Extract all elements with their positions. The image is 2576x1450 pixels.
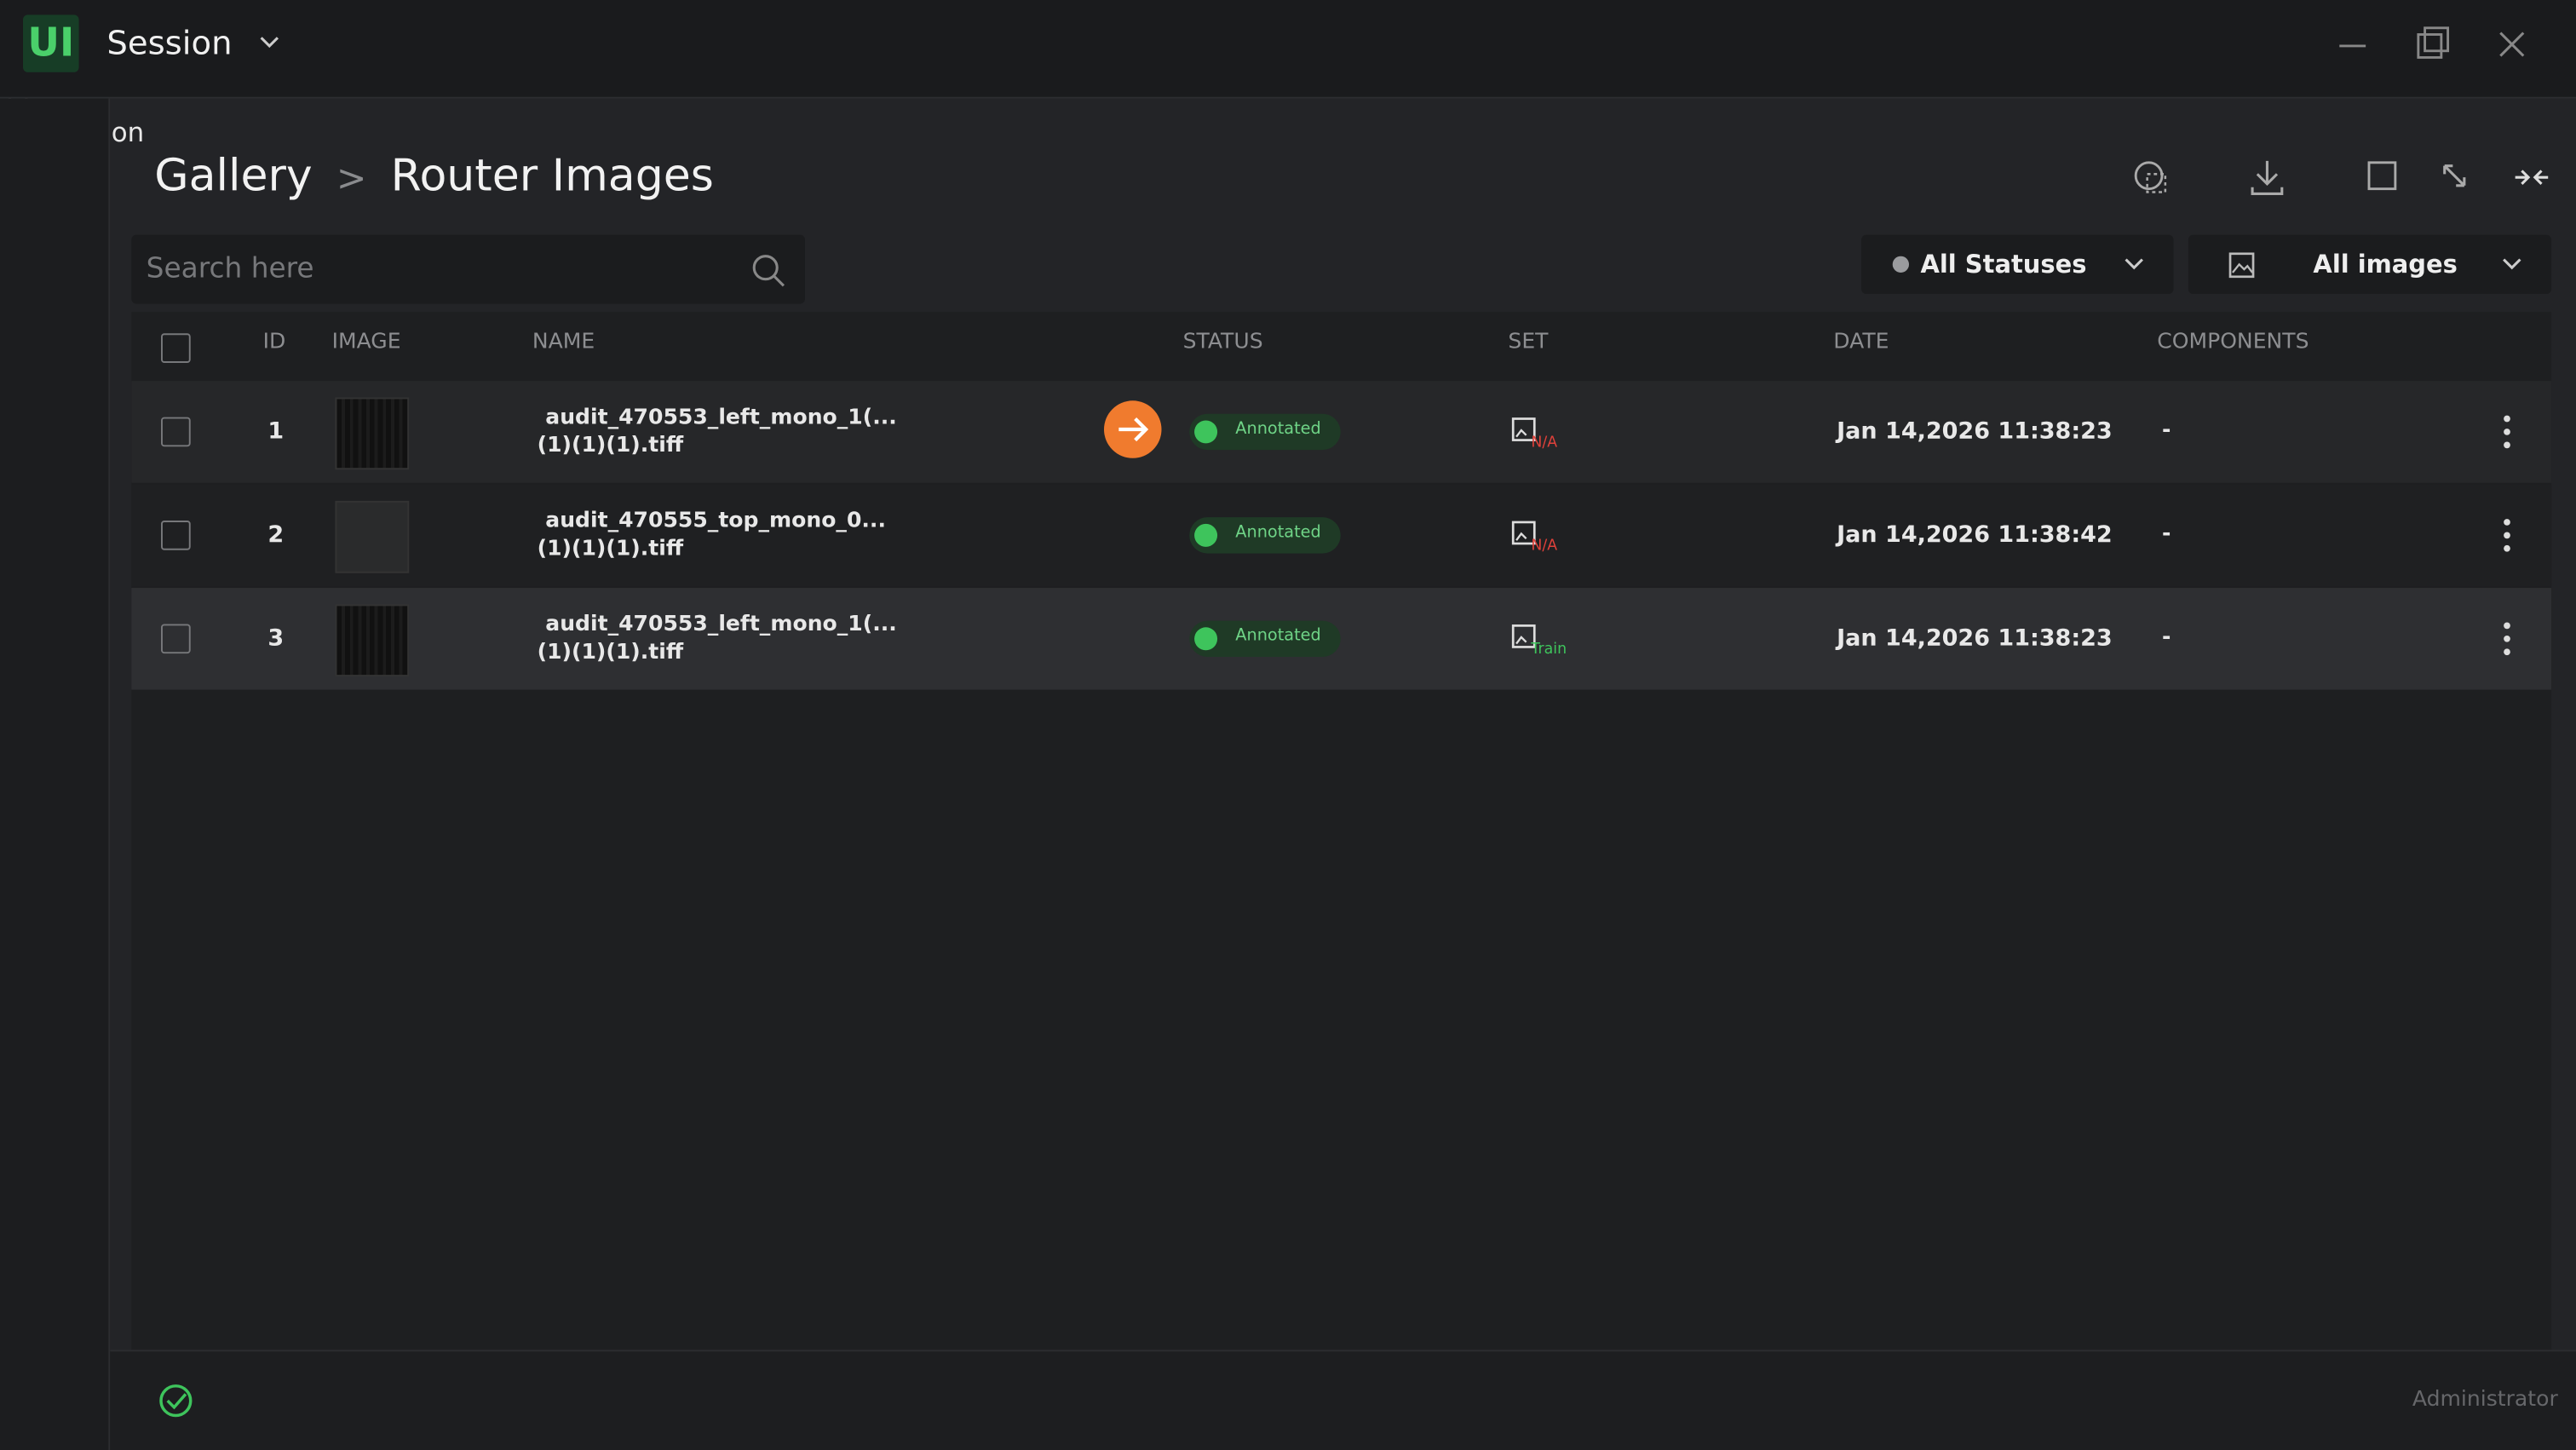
set-icon (1511, 417, 1538, 451)
session-dropdown[interactable] (258, 33, 281, 53)
search-icon[interactable] (750, 253, 786, 289)
row-menu[interactable] (2494, 621, 2521, 664)
components: - (2161, 625, 2171, 651)
column-header: ID (262, 330, 286, 355)
status-ok-icon (159, 1384, 193, 1418)
row-menu[interactable] (2494, 517, 2521, 560)
image-name[interactable]: audit_470555_top_mono_0... (1)(1)(1).tiff (538, 508, 886, 564)
row-id: 3 (267, 625, 285, 653)
row-checkbox[interactable] (160, 417, 191, 447)
breadcrumb: Gallery > Router Images (154, 151, 714, 202)
title-bar (0, 0, 2576, 99)
status-filter[interactable]: All Statuses (1861, 234, 2174, 295)
search-placeholder: Search here (146, 252, 314, 286)
search-box[interactable]: Search here (131, 234, 805, 304)
image-name-line: audit_470553_left_mono_1(... (545, 406, 897, 431)
row-id: 1 (267, 418, 285, 446)
column-header: NAME (532, 330, 595, 355)
image-filter-label: All images (2313, 249, 2458, 279)
row-id: 2 (267, 521, 285, 549)
set-label: N/A (1531, 538, 1558, 555)
status-text: Annotated (1235, 627, 1321, 646)
date: Jan 14,2026 11:38:23 (1837, 418, 2113, 446)
date: Jan 14,2026 11:38:42 (1837, 521, 2113, 549)
app-logo[interactable]: UI (22, 14, 79, 72)
footer (110, 1349, 2576, 1450)
status-badge: Annotated (1189, 620, 1341, 657)
status-filter-label: All Statuses (1920, 249, 2087, 279)
status-dot (1194, 627, 1218, 651)
row-menu[interactable] (2494, 414, 2521, 457)
status-dot (1194, 420, 1218, 444)
status-badge: Annotated (1189, 517, 1341, 554)
breadcrumb-current: Router Images (390, 151, 714, 203)
toolbar-icons[interactable] (2127, 154, 2554, 204)
column-header: SET (1508, 330, 1549, 355)
status-dot (1194, 523, 1218, 547)
table-row[interactable]: 1 audit_470553_left_mono_1(... (1)(1)(1).t… (131, 381, 2552, 483)
table-row[interactable]: 2 audit_470555_top_mono_0... (1)(1)(1).tif… (131, 484, 2552, 587)
breadcrumb-separator: > (336, 158, 367, 201)
row-checkbox[interactable] (160, 624, 191, 654)
status-text: Annotated (1235, 420, 1321, 439)
components: - (2161, 521, 2171, 547)
nav-label: Annotation (0, 117, 2576, 148)
set-icon (1511, 624, 1538, 657)
set-icon (1511, 521, 1538, 554)
image-name-line: (1)(1)(1).tiff (537, 537, 684, 562)
image-name-line: (1)(1)(1).tiff (537, 433, 684, 458)
window-controls[interactable] (2333, 23, 2547, 69)
status-badge: Annotated (1189, 413, 1341, 451)
image-name-line: audit_470553_left_mono_1(... (545, 612, 897, 637)
image-name-line: (1)(1)(1).tiff (537, 640, 684, 665)
breadcrumb-root[interactable]: Gallery (154, 151, 313, 203)
status-text: Annotated (1235, 523, 1321, 543)
thumbnail[interactable] (335, 500, 410, 573)
column-header: STATUS (1182, 330, 1263, 355)
image-filter[interactable]: All images (2188, 234, 2552, 295)
column-header: COMPONENTS (2157, 330, 2309, 355)
image-name[interactable]: audit_470553_left_mono_1(... (1)(1)(1).ti… (538, 611, 897, 667)
session-name[interactable]: Session (106, 22, 233, 63)
open-button[interactable] (1103, 400, 1162, 458)
thumbnail[interactable] (335, 397, 410, 470)
column-header: IMAGE (331, 330, 401, 355)
date: Jan 14,2026 11:38:23 (1837, 625, 2113, 653)
image-name-line: audit_470555_top_mono_0... (545, 509, 887, 534)
user-role: Administrator (2412, 1387, 2558, 1413)
select-all-checkbox[interactable] (160, 333, 191, 363)
set-label: N/A (1531, 434, 1558, 452)
components: - (2161, 418, 2171, 444)
set-label: Train (1531, 642, 1567, 659)
image-icon (2228, 252, 2255, 279)
row-checkbox[interactable] (160, 521, 191, 550)
chevron (2125, 258, 2143, 270)
status-dot (1892, 256, 1909, 273)
table-row[interactable]: 3 audit_470553_left_mono_1(... (1)(1)(1).t… (131, 588, 2552, 690)
sidebar (0, 98, 111, 1450)
image-name[interactable]: audit_470553_left_mono_1(... (1)(1)(1).ti… (538, 404, 897, 460)
thumbnail[interactable] (335, 604, 410, 677)
chevron (2503, 258, 2521, 270)
column-header: DATE (1833, 330, 1889, 355)
